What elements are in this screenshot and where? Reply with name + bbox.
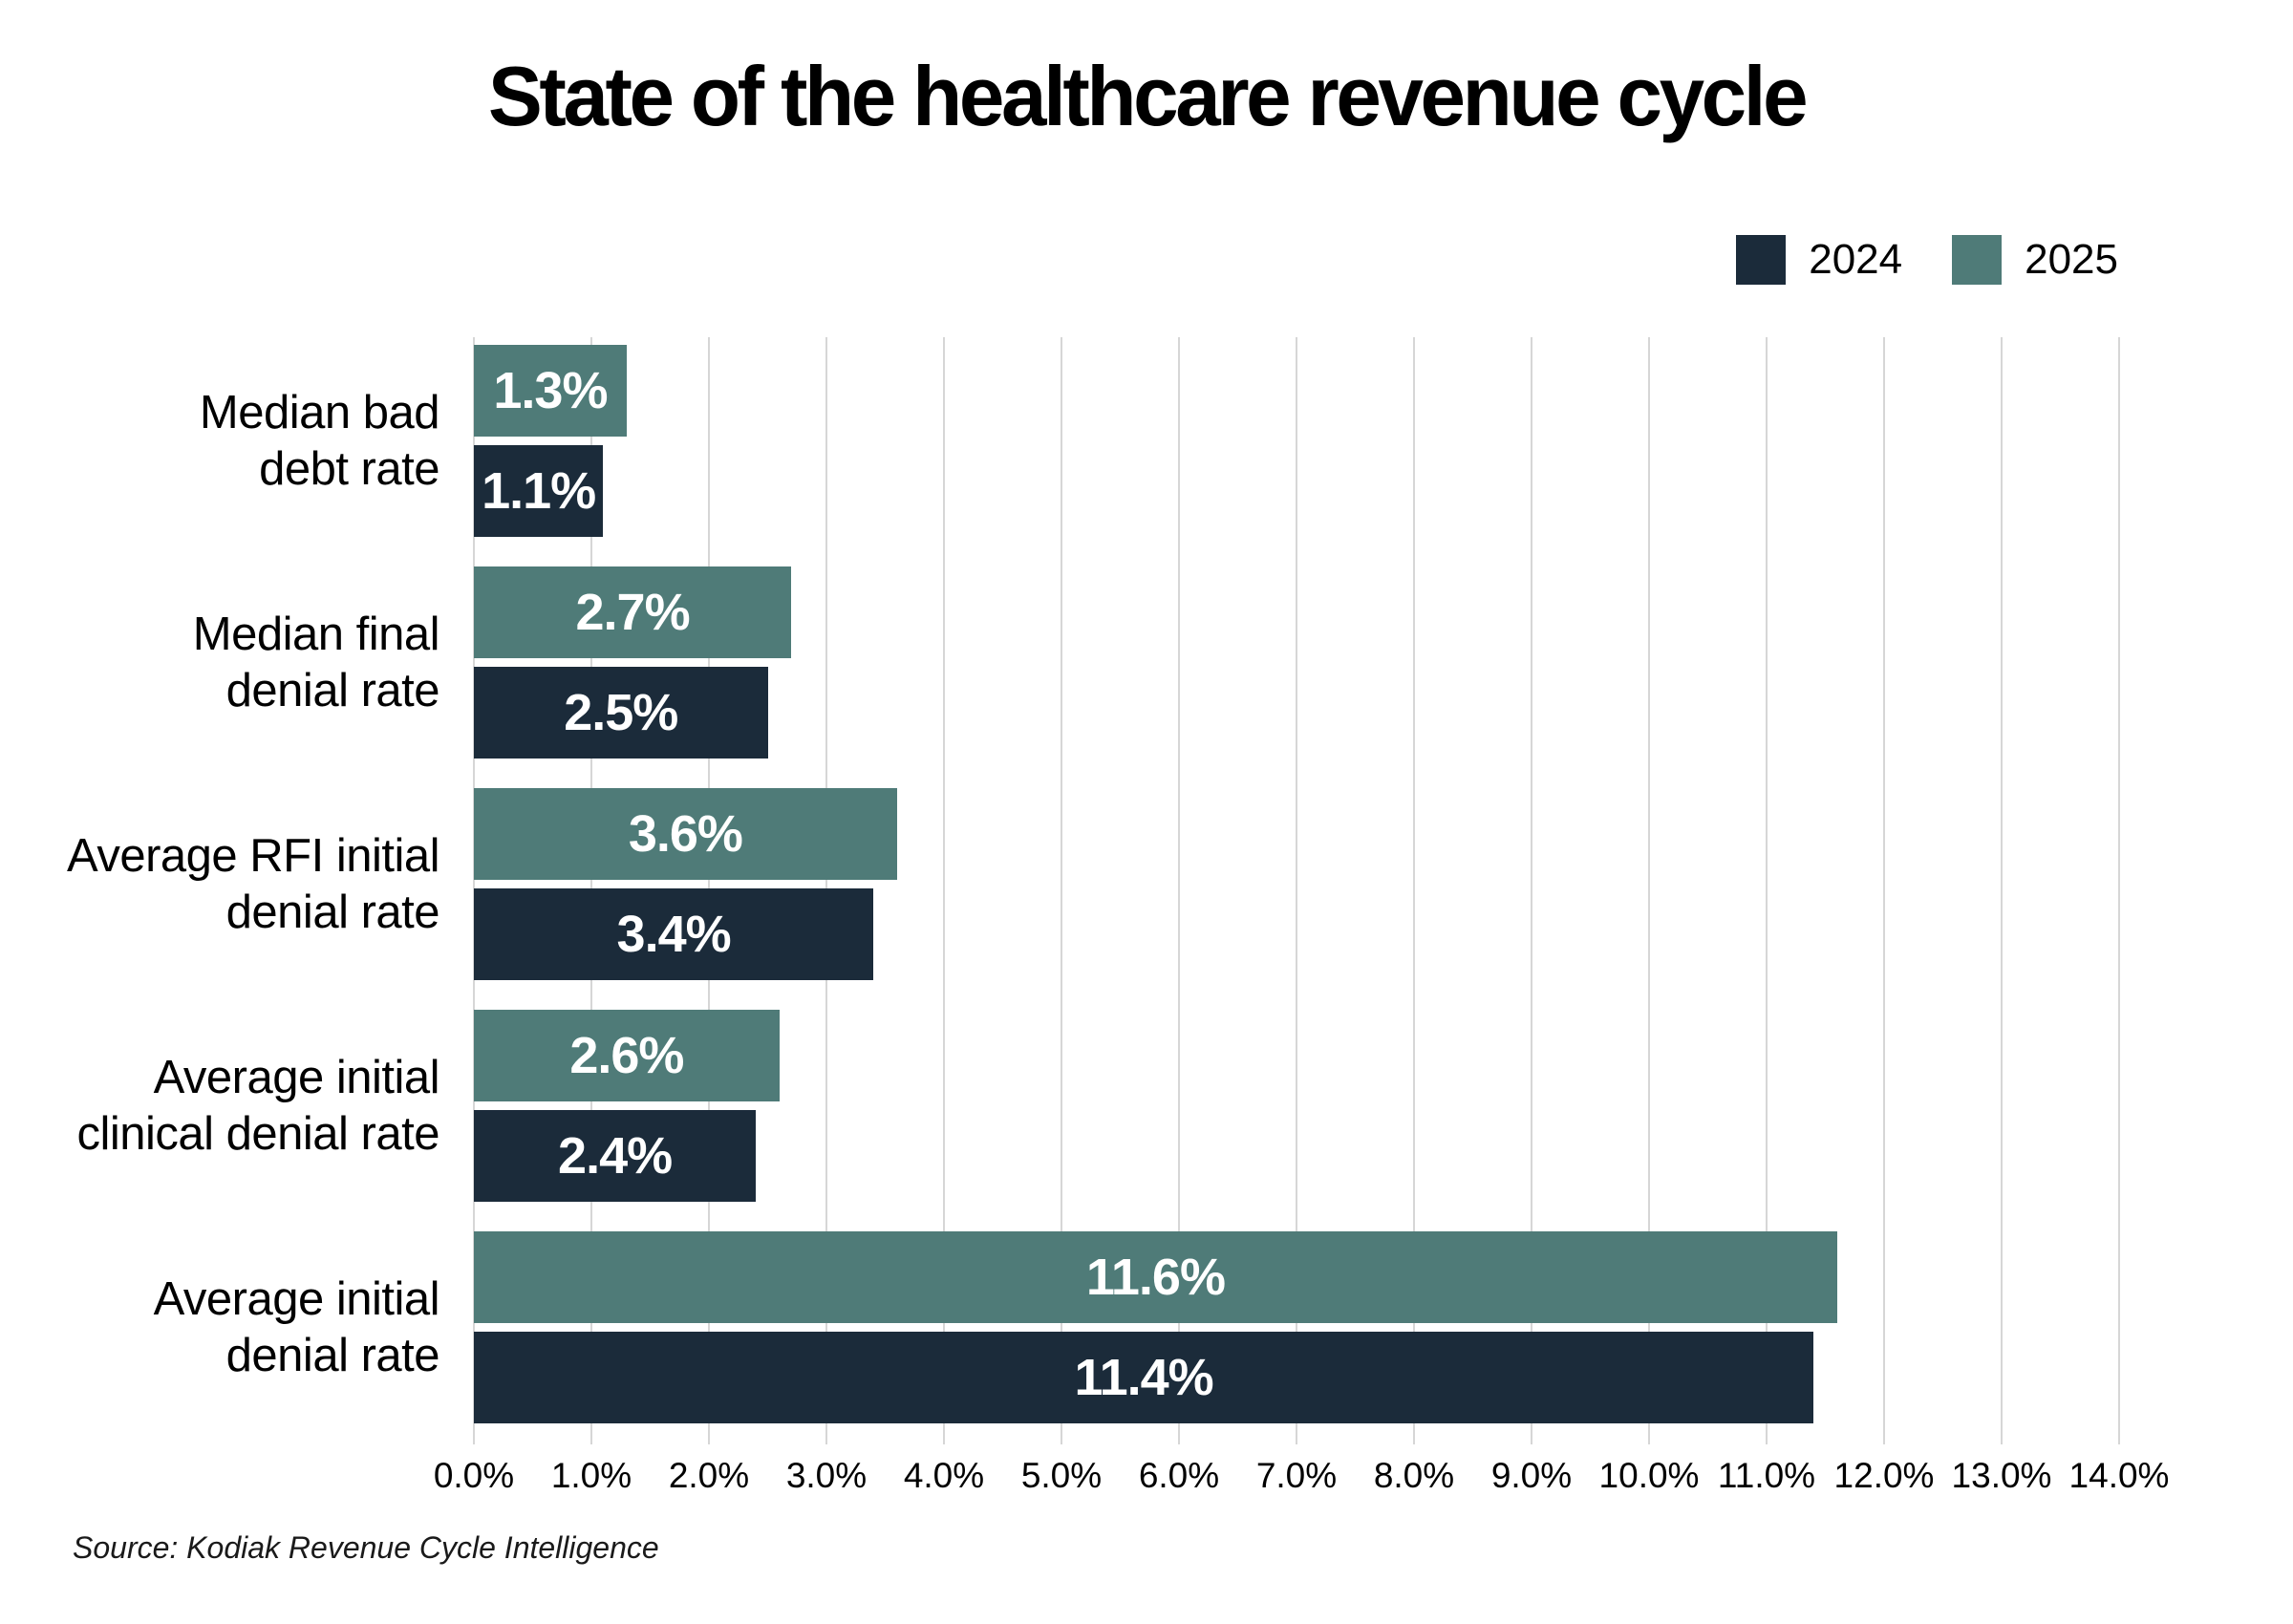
legend-swatch-2025 (1952, 235, 2003, 285)
gridline (1178, 337, 1180, 1444)
bar-value-label: 11.6% (1085, 1249, 1226, 1306)
gridline (1648, 337, 1650, 1444)
x-axis-tick: 2.0% (668, 1456, 750, 1495)
plot-area: 1.3% 1.1% 2.7% 2.5% 3.6% 3.4% 2.6% 2.4% 11.6% 11.… (473, 337, 2120, 1444)
bar-value-label: 3.4% (616, 906, 732, 963)
legend-item-2025: 2025 (1952, 235, 2118, 285)
category-label-line: denial rate (225, 1329, 440, 1381)
x-axis-tick: 13.0% (1951, 1456, 2052, 1495)
x-axis-tick: 1.0% (550, 1456, 632, 1495)
category-label-line: Median bad (199, 386, 440, 438)
gridline (1766, 337, 1768, 1444)
category-label-line: Median final (192, 608, 440, 660)
category-label: Average initial denial rate (38, 1231, 440, 1423)
bar-group: 1.3% 1.1% (474, 345, 2119, 537)
x-axis-tick: 11.0% (1717, 1456, 1816, 1495)
x-axis-tick: 7.0% (1255, 1456, 1338, 1495)
gridline (1883, 337, 1885, 1444)
x-axis-tick: 14.0% (2068, 1456, 2170, 1495)
category-label-line: Average RFI initial (67, 829, 439, 882)
bar-group: 11.6% 11.4% (474, 1231, 2119, 1423)
gridline (2001, 337, 2003, 1444)
bar-group: 2.7% 2.5% (474, 566, 2119, 759)
source-note: Source: Kodiak Revenue Cycle Intelligenc… (73, 1530, 659, 1565)
legend-label: 2025 (2025, 236, 2118, 283)
category-label-line: denial rate (225, 664, 440, 716)
gridline (1061, 337, 1062, 1444)
bar-group: 3.6% 3.4% (474, 788, 2119, 980)
bar-value-label: 2.6% (569, 1027, 684, 1084)
category-label-line: Average initial (153, 1272, 440, 1325)
bar-value-label: 1.1% (482, 462, 596, 520)
category-label: Median bad debt rate (38, 345, 440, 537)
legend: 2024 2025 (1736, 235, 2118, 285)
bar-value-label: 2.7% (575, 584, 691, 641)
x-axis-tick: 5.0% (1020, 1456, 1103, 1495)
category-label-line: debt rate (259, 442, 439, 495)
bar-2024: 2.4% (474, 1110, 757, 1202)
bar-2025: 3.6% (474, 788, 897, 880)
bar-2024: 2.5% (474, 667, 768, 759)
x-axis-tick: 0.0% (433, 1456, 515, 1495)
bar-value-label: 2.5% (564, 684, 678, 741)
bar-2025: 2.6% (474, 1010, 780, 1101)
bar-2024: 11.4% (474, 1332, 1814, 1423)
category-axis: Median bad debt rate Median final denial ra… (38, 345, 439, 1423)
bar-2024: 1.1% (474, 445, 604, 537)
x-axis-tick: 10.0% (1598, 1456, 1700, 1495)
category-label-line: Average initial (153, 1051, 440, 1103)
bar-2025: 1.3% (474, 345, 627, 437)
legend-item-2024: 2024 (1736, 235, 1902, 285)
gridline (1531, 337, 1532, 1444)
bar-value-label: 2.4% (558, 1127, 673, 1185)
category-label: Average RFI initial denial rate (38, 788, 439, 980)
gridline (1296, 337, 1297, 1444)
bar-value-label: 3.6% (628, 805, 743, 863)
category-label: Average initial clinical denial rate (38, 1010, 440, 1202)
x-axis-tick: 3.0% (785, 1456, 868, 1495)
bar-group: 2.6% 2.4% (474, 1010, 2119, 1202)
legend-swatch-2024 (1736, 235, 1787, 285)
bar-groups: 1.3% 1.1% 2.7% 2.5% 3.6% 3.4% 2.6% 2.4% 11.6% 11.… (474, 345, 2119, 1423)
category-label: Median final denial rate (38, 566, 440, 759)
x-axis-tick: 12.0% (1833, 1456, 1935, 1495)
bar-value-label: 11.4% (1074, 1349, 1214, 1406)
bar-2024: 3.4% (474, 888, 874, 980)
bar-2025: 11.6% (474, 1231, 1837, 1323)
gridline (943, 337, 945, 1444)
x-axis-tick: 9.0% (1490, 1456, 1573, 1495)
gridline (2118, 337, 2120, 1444)
x-axis-tick: 6.0% (1138, 1456, 1220, 1495)
x-axis: 0.0% 1.0% 2.0% 3.0% 4.0% 5.0% 6.0% 7.0% 8.0% 9.0%… (434, 1456, 2170, 1504)
legend-label: 2024 (1809, 236, 1903, 283)
category-label-line: clinical denial rate (76, 1107, 440, 1160)
bar-2025: 2.7% (474, 566, 792, 658)
bar-value-label: 1.3% (493, 362, 608, 419)
chart-title: State of the healthcare revenue cycle (487, 49, 1809, 143)
gridline (1413, 337, 1415, 1444)
x-axis-tick: 8.0% (1373, 1456, 1455, 1495)
category-label-line: denial rate (225, 886, 440, 938)
x-axis-tick: 4.0% (903, 1456, 985, 1495)
